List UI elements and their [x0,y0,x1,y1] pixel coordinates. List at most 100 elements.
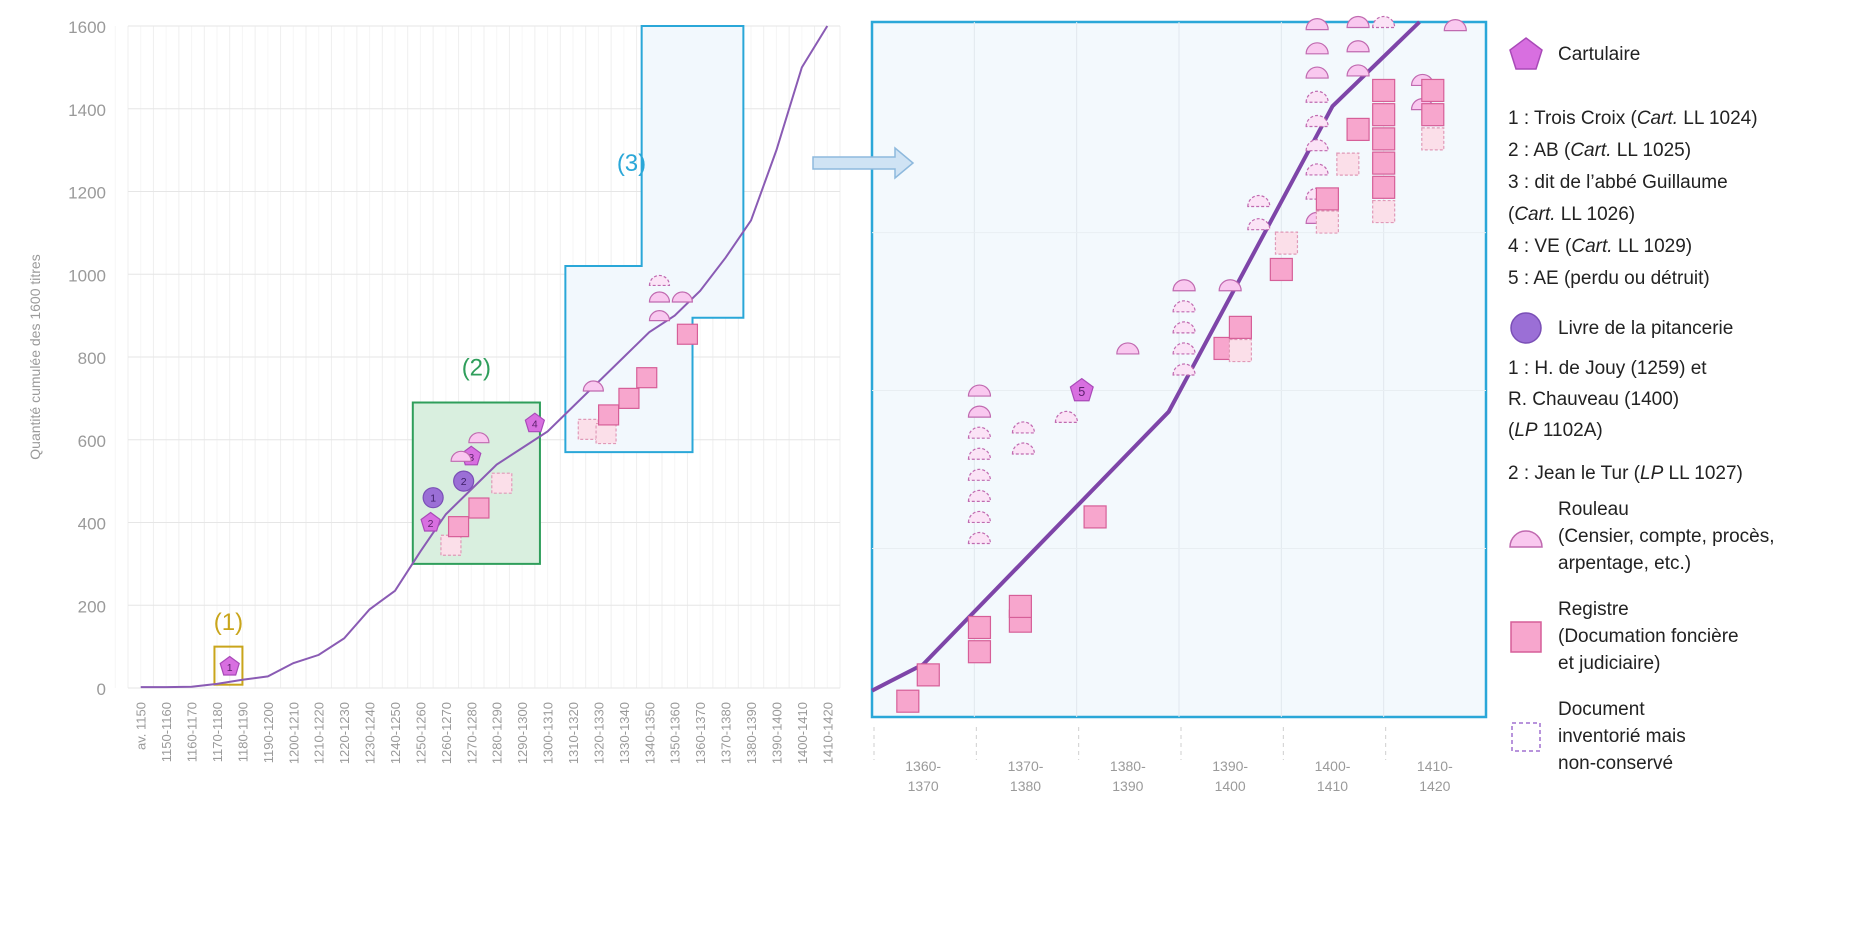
cartulaire-marker-label: 5 [1078,385,1085,399]
registre-marker [1372,199,1396,224]
legend-cartulaire-label: Cartulaire [1558,43,1641,65]
rouleau-marker [1172,363,1196,376]
legend-registre-line-3: et judiciaire) [1558,653,1661,674]
registre-marker [1336,152,1360,176]
x-tick-label: 1150-1160 [159,702,174,762]
zone-3-box [564,25,745,454]
cartulaire-marker-label: 2 [428,518,434,530]
registre-marker [1083,505,1107,529]
registre-marker [1269,257,1293,282]
x-tick-label: 1320-1330 [591,702,606,764]
registre-marker [1315,187,1339,211]
rouleau-marker [1372,15,1396,29]
cartulaire-marker [1069,377,1094,402]
rouleau-marker [967,447,992,460]
registre-marker [1372,78,1396,103]
registre-marker [636,367,658,389]
legend-cartulaire-entry: 4 : VE (Cart. LL 1029) [1508,236,1693,257]
legend-rouleau-line-3: arpentage, etc.) [1558,553,1692,574]
x-tick-label: 1250-1260 [413,702,428,764]
zoom-x-tick-label-2: 1420 [1419,778,1450,794]
x-tick-label: 1190-1200 [261,702,276,763]
x-tick-label: 1170-1180 [210,702,225,762]
rouleau-marker [1218,279,1242,292]
zoom-x-tick-label: 1390- [1212,758,1248,774]
zoom-x-tick-label: 1400- [1315,758,1351,774]
registre-marker [1372,175,1396,199]
legend-rouleau-line-1: Rouleau [1558,499,1629,520]
registre-marker [1008,594,1032,619]
rouleau-marker [1305,139,1329,152]
registre-marker [1274,231,1299,255]
legend-lost-line-2: inventorié mais [1558,726,1686,747]
cumulative-series-line [140,25,829,689]
x-tick-label: 1200-1210 [286,702,301,764]
zone-1-box [213,645,244,686]
zoom-x-tick-label: 1410- [1417,758,1453,774]
rouleau-marker [1054,410,1079,423]
registre-marker [1372,127,1396,151]
zoom-markers: 5 [896,15,1467,713]
registre-marker [491,472,513,494]
x-tick-label: 1330-1340 [617,702,632,764]
x-tick-label: 1290-1300 [515,702,530,764]
x-tick-label: 1210-1220 [312,702,327,764]
legend-registre-line-2: (Documation foncière [1558,626,1739,647]
x-tick-label: 1380-1390 [744,702,759,764]
rouleau-marker [1247,194,1271,208]
rouleau-marker [1346,40,1370,53]
legend-lost-document: Document inventorié mais non-conservé [1508,696,1686,777]
registre-marker [676,323,699,345]
legend-rouleau: Rouleau (Censier, compte, procès, arpent… [1508,496,1774,577]
y-tick-label: 200 [78,597,106,616]
main-chart-gridlines [114,25,841,689]
legend-pitancerie-label: Livre de la pitancerie [1558,317,1734,339]
dashed-square-icon [1511,721,1541,752]
zoom-arrow [812,146,915,180]
registre-marker [1228,315,1253,339]
x-tick-label: 1180-1190 [235,702,250,762]
legend-registre-line-1: Registre [1558,599,1629,620]
zone-1-label: (1) [214,609,243,636]
zoom-cumulative-line [871,20,1421,693]
rouleau-marker [1346,64,1370,77]
registre-marker [597,404,620,426]
cartulaire-marker [524,412,546,433]
legend-pitancerie-entry: (LP 1102A) [1508,420,1603,441]
x-tick-label: 1370-1380 [719,702,734,764]
rouleau-marker [648,274,671,287]
x-tick-label: 1280-1290 [490,702,505,764]
legend-cartulaire-entry: (Cart. LL 1026) [1508,204,1636,225]
rouleau-marker [1305,90,1329,103]
zoom-x-tick-label-2: 1380 [1010,778,1041,794]
x-tick-label: 1220-1230 [337,702,352,764]
rouleau-marker [967,426,992,439]
cartulaire-marker-label: 1 [227,662,233,674]
y-axis-label: Quantité cumulée des 1600 titres [27,254,43,459]
rouleau-marker [1247,218,1271,231]
rouleau-marker [967,531,992,545]
y-tick-label: 1200 [68,184,106,203]
rouleau-marker [1172,342,1196,355]
cartulaire-marker [219,655,240,676]
zoom-x-tick-label-2: 1400 [1215,778,1246,794]
cartulaire-marker-label: 3 [468,452,474,464]
registre-marker [447,516,470,538]
chart-figure: 0 200 400 600 800 1000 1200 1400 1600 Quantité cu… [27,15,1488,794]
main-chart-axes: 0 200 400 600 800 1000 1200 1400 1600 Quantité cu… [27,18,835,764]
rouleau-marker [1346,15,1370,29]
rouleau-marker [1305,42,1329,55]
rouleau-marker [1443,19,1467,32]
rouleau-marker [967,468,992,481]
y-tick-label: 1400 [68,101,106,120]
x-tick-label: 1410-1420 [820,702,835,764]
registre-marker [468,497,490,519]
legend-pitancerie: Livre de la pitancerie [1508,310,1733,346]
zone-3-label: (3) [617,150,646,177]
zoom-x-tick-label-2: 1390 [1112,778,1143,794]
x-tick-label: 1270-1280 [464,702,479,764]
zoom-x-tick-label: 1370- [1008,758,1044,774]
legend-pitancerie-entry: 1 : H. de Jouy (1259) et [1508,358,1707,379]
registre-marker [1421,127,1445,151]
